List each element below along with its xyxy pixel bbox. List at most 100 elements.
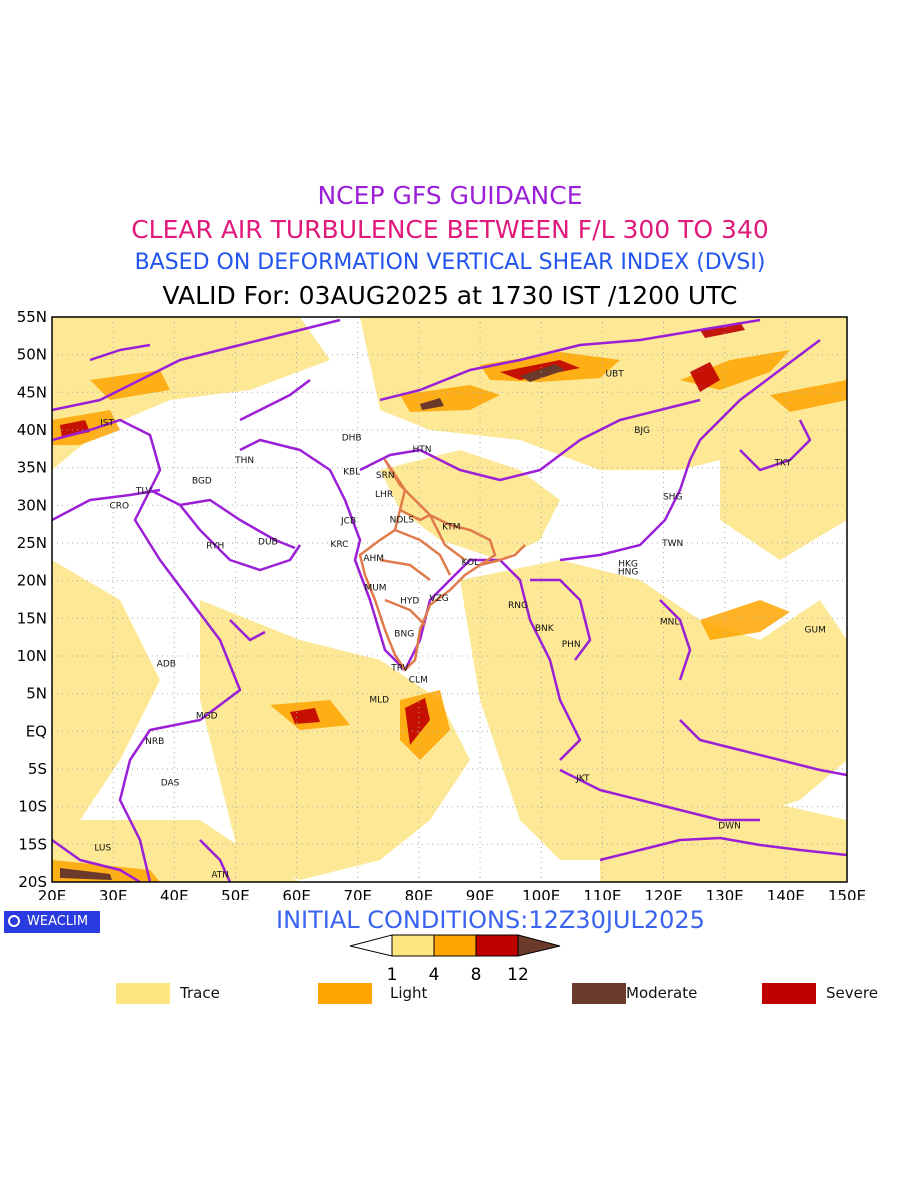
latitude-tick-label: 55N [17,308,47,326]
legend-label-moderate: Moderate [626,984,698,1002]
station-label: NRB [145,737,164,747]
longitude-ticks: 20E 30E 40E 50E 60E 70E 80E 90E 100E 110E 120E 130E… [38,887,866,900]
station-label: HYD [400,596,419,606]
longitude-tick-label: 100E [522,887,560,900]
station-label: KOL [462,558,480,568]
longitude-tick-label: 50E [221,887,250,900]
colorbar-left-arrow [349,934,393,957]
colorbar-segment [475,934,519,957]
map-frame [51,316,848,883]
latitude-tick-label: 40N [17,421,47,439]
station-label: KBL [343,467,360,477]
longitude-tick-label: 80E [405,887,434,900]
colorbar-segment [391,934,435,957]
latitude-tick-label: 20S [18,873,47,891]
longitude-tick-label: 150E [828,887,866,900]
longitude-tick-label: 130E [706,887,744,900]
latitude-ticks: 55N 50N 45N 40N 35N 30N 25N 20N 15N 10N 5N EQ 5S 10S 1… [17,308,47,891]
latitude-tick-label: 50N [17,346,47,364]
legend-swatch-light [318,983,372,1004]
longitude-tick-label: 60E [282,887,311,900]
station-label: CLM [409,675,428,685]
country-boundaries [52,318,847,882]
colorbar-label: 8 [471,965,482,984]
latitude-tick-label: 20N [17,572,47,590]
station-label: JKT [575,774,590,784]
station-label: GUM [805,626,826,636]
longitude-tick-label: 30E [99,887,128,900]
station-label: LUS [94,843,111,853]
station-label: RYH [206,541,224,551]
latitude-tick-label: EQ [26,722,47,740]
latitude-tick-label: 15N [17,609,47,627]
station-label: HTN [412,445,431,455]
station-label: BNG [394,629,414,639]
legend-swatch-severe [762,983,816,1004]
legend-swatch-moderate [572,983,626,1004]
weaclim-badge: WEACLIM [4,911,100,933]
valid-time-title: VALID For: 03AUG2025 at 1730 IST /1200 U… [162,281,738,310]
station-label: RNG [508,601,528,611]
colorbar-label: 1 [387,965,398,984]
station-labels: UBT IST BJG DHB HTN THN KBL SRN TKY TLV BGD LHR SHG C… [94,370,826,881]
colorbar-label: 12 [507,965,529,984]
latitude-tick-label: 30N [17,496,47,514]
legend-label-light: Light [390,984,428,1002]
latitude-tick-label: 25N [17,534,47,552]
colorbar-label: 4 [429,965,440,984]
title-line-1: NCEP GFS GUIDANCE [317,181,583,210]
station-label: TRV [390,663,409,673]
station-label: VZG [429,594,448,604]
turbulence-map: 20E 30E 40E 50E 60E 70E 80E 90E 100E 110E 120E 130E… [17,308,866,900]
station-label: BGD [192,476,212,486]
latitude-tick-label: 10N [17,647,47,665]
station-label: SRN [376,471,395,481]
lat-lon-grid [52,317,847,882]
latitude-tick-label: 15S [18,835,47,853]
latitude-tick-label: 10S [18,798,47,816]
colorbar-segment [433,934,477,957]
station-label: TLV [135,486,153,496]
station-label: MLD [369,696,389,706]
longitude-tick-label: 20E [38,887,67,900]
turbulence-shading [52,317,847,882]
station-label: ATN [211,870,229,880]
station-label: CRO [109,501,129,511]
station-label: DWN [718,822,741,832]
station-label: IST [100,418,114,428]
legend-swatch-trace [116,983,170,1004]
latitude-tick-label: 35N [17,459,47,477]
station-label: TWN [661,539,683,549]
station-label: SHG [663,492,682,502]
station-label: LHR [375,490,393,500]
station-label: KRC [330,540,348,550]
station-label: DHB [342,434,362,444]
latitude-tick-label: 5S [28,760,47,778]
legend-label-severe: Severe [826,984,878,1002]
station-label: MNL [660,617,680,627]
legend-label-trace: Trace [180,984,220,1002]
title-line-3: BASED ON DEFORMATION VERTICAL SHEAR INDE… [134,250,766,275]
india-state-boundaries [358,458,526,672]
station-label: JCB [340,516,356,526]
station-label: DUB [258,537,278,547]
station-label: PHN [562,640,581,650]
color-bar: 1 4 8 12 [349,934,561,984]
colorbar-right-arrow [517,934,561,957]
station-label: AHM [363,554,384,564]
longitude-tick-label: 120E [644,887,682,900]
longitude-tick-label: 40E [160,887,189,900]
station-label: KTM [442,522,460,532]
station-label: DAS [161,779,180,789]
station-label: NDLS [390,516,415,526]
weaclim-logo-icon [8,915,20,927]
title-line-2: CLEAR AIR TURBULENCE BETWEEN F/L 300 TO … [131,215,769,244]
latitude-tick-label: 45N [17,383,47,401]
station-label: ADB [157,660,176,670]
station-label: MUM [364,583,386,593]
station-label: BNK [535,624,555,634]
station-label: MGD [196,712,218,722]
station-label: HKG [618,559,638,569]
station-label: TKY [773,458,791,468]
station-label: UBT [605,370,624,380]
